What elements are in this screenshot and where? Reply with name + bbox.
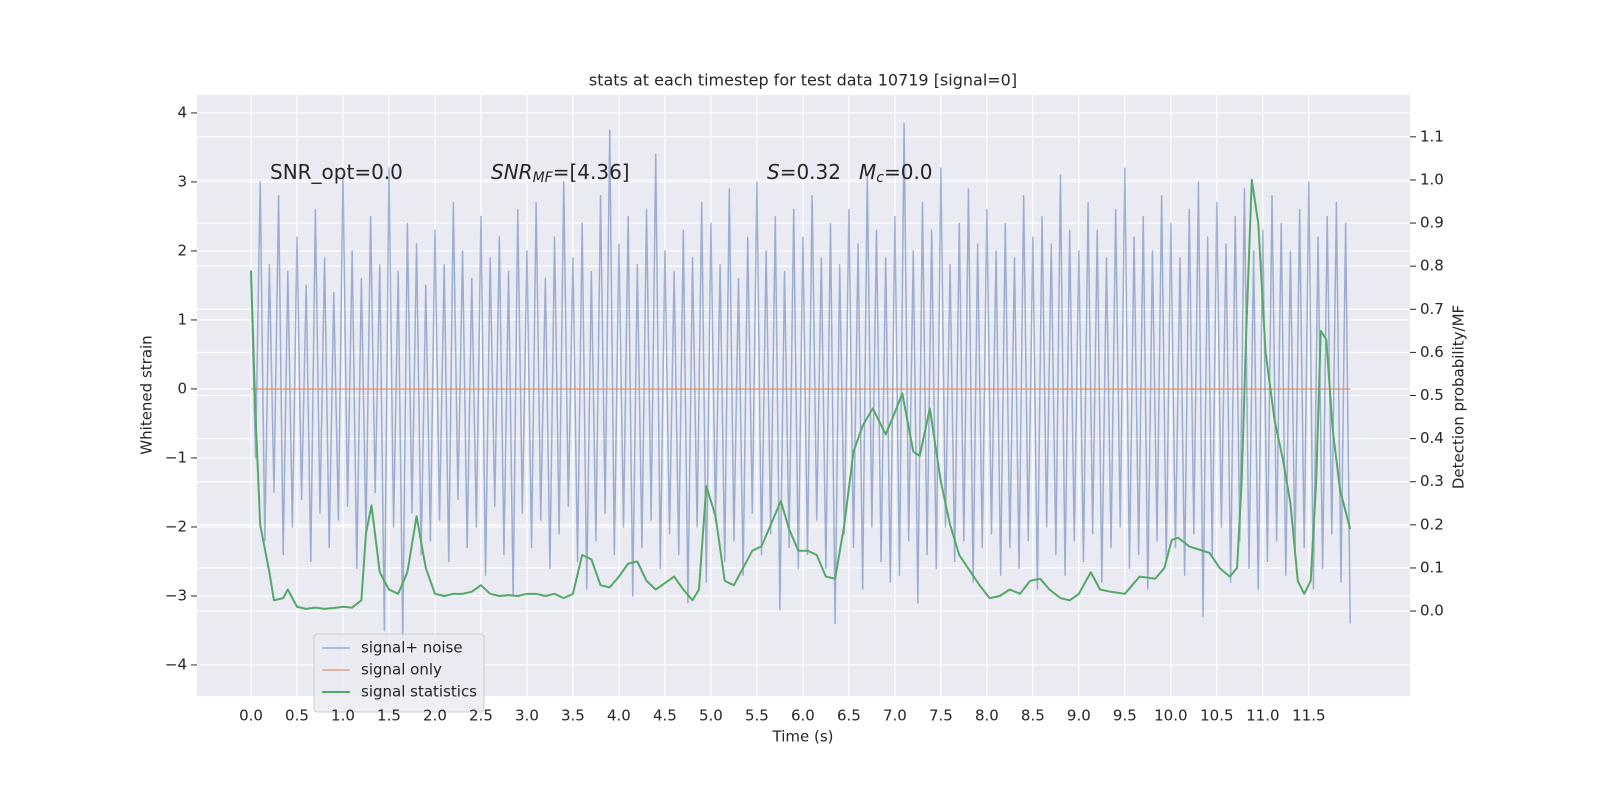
y2-axis-label: Detection probability/MF	[1450, 305, 1468, 489]
x-tick-label: 1.5	[377, 707, 401, 725]
annotation-sub: c	[876, 170, 884, 186]
annotation-text: SNR_opt=0.0	[270, 160, 403, 184]
y2-tick-label: 0.9	[1420, 214, 1444, 232]
legend-label: signal statistics	[361, 683, 477, 701]
y-tick-label: −2	[165, 517, 187, 535]
y-tick-label: 3	[177, 172, 187, 190]
y2-tick-label: 0.1	[1420, 558, 1444, 576]
y2-tick-label: 0.0	[1420, 602, 1444, 620]
x-tick-label: 6.0	[791, 707, 815, 725]
x-tick-label: 8.0	[975, 707, 999, 725]
y-axis-label: Whitened strain	[138, 335, 156, 454]
series-line	[249, 178, 1352, 610]
y-tick-label: −4	[165, 655, 187, 673]
y-tick-label: −1	[165, 448, 187, 466]
x-tick-label: 2.0	[423, 707, 447, 725]
x-tick-label: 11.5	[1292, 707, 1325, 725]
annotation: SNR_opt=0.0	[270, 160, 403, 184]
x-tick-label: 9.0	[1067, 707, 1091, 725]
x-tick-label: 3.5	[561, 707, 585, 725]
annotation: S=0.32	[767, 160, 841, 184]
x-tick-label: 8.5	[1021, 707, 1045, 725]
annotation: Mc=0.0	[859, 160, 933, 187]
annotation-value: =[4.36]	[553, 160, 630, 184]
y2-tick-label: 0.4	[1420, 429, 1444, 447]
annotation-value: =0.32	[780, 160, 841, 184]
y2-tick-label: 0.2	[1420, 515, 1444, 533]
y-tick-label: 4	[177, 103, 187, 121]
y2-tick-label: 0.5	[1420, 386, 1444, 404]
y-tick-label: −3	[165, 586, 187, 604]
x-tick-label: 6.5	[837, 707, 861, 725]
series-line	[250, 122, 1351, 639]
annotation-text: S	[767, 160, 780, 184]
y-tick-label: 1	[177, 310, 187, 328]
annotation-value: =0.0	[884, 160, 933, 184]
x-tick-label: 10.5	[1200, 707, 1233, 725]
x-tick-label: 7.5	[929, 707, 953, 725]
y2-tick-label: 0.3	[1420, 472, 1444, 490]
y2-tick-label: 1.0	[1420, 170, 1444, 188]
x-tick-label: 0.5	[285, 707, 309, 725]
chart-title: stats at each timestep for test data 107…	[589, 71, 1017, 90]
x-axis-label: Time (s)	[772, 728, 834, 746]
x-tick-label: 3.0	[515, 707, 539, 725]
x-tick-label: 4.0	[607, 707, 631, 725]
x-tick-label: 5.5	[745, 707, 769, 725]
legend: signal+ noise signal only signal statistic…	[313, 633, 485, 713]
x-tick-label: 7.0	[883, 707, 907, 725]
x-tick-label: 11.0	[1246, 707, 1279, 725]
x-tick-label: 1.0	[331, 707, 355, 725]
y-tick-label: 2	[177, 241, 187, 259]
annotation: SNRMF=[4.36]	[491, 160, 630, 187]
x-tick-label: 9.5	[1113, 707, 1137, 725]
y2-tick-label: 0.8	[1420, 257, 1444, 275]
marks	[249, 122, 1352, 639]
y2-tick-label: 1.1	[1420, 127, 1444, 145]
legend-box	[313, 633, 485, 713]
x-tick-label: 2.5	[469, 707, 493, 725]
legend-label: signal only	[361, 661, 442, 679]
legend-label: signal+ noise	[361, 639, 463, 657]
annotation-sub: MF	[533, 170, 554, 186]
y-tick-label: 0	[177, 379, 187, 397]
x-tick-label: 4.5	[653, 707, 677, 725]
x-tick-label: 5.0	[699, 707, 723, 725]
y2-tick-label: 0.7	[1420, 300, 1444, 318]
y2-tick-label: 0.6	[1420, 343, 1444, 361]
annotation-text: M	[859, 160, 876, 184]
annotation-text: SNR	[491, 160, 533, 184]
x-tick-label: 10.0	[1154, 707, 1187, 725]
x-tick-label: 0.0	[239, 707, 263, 725]
